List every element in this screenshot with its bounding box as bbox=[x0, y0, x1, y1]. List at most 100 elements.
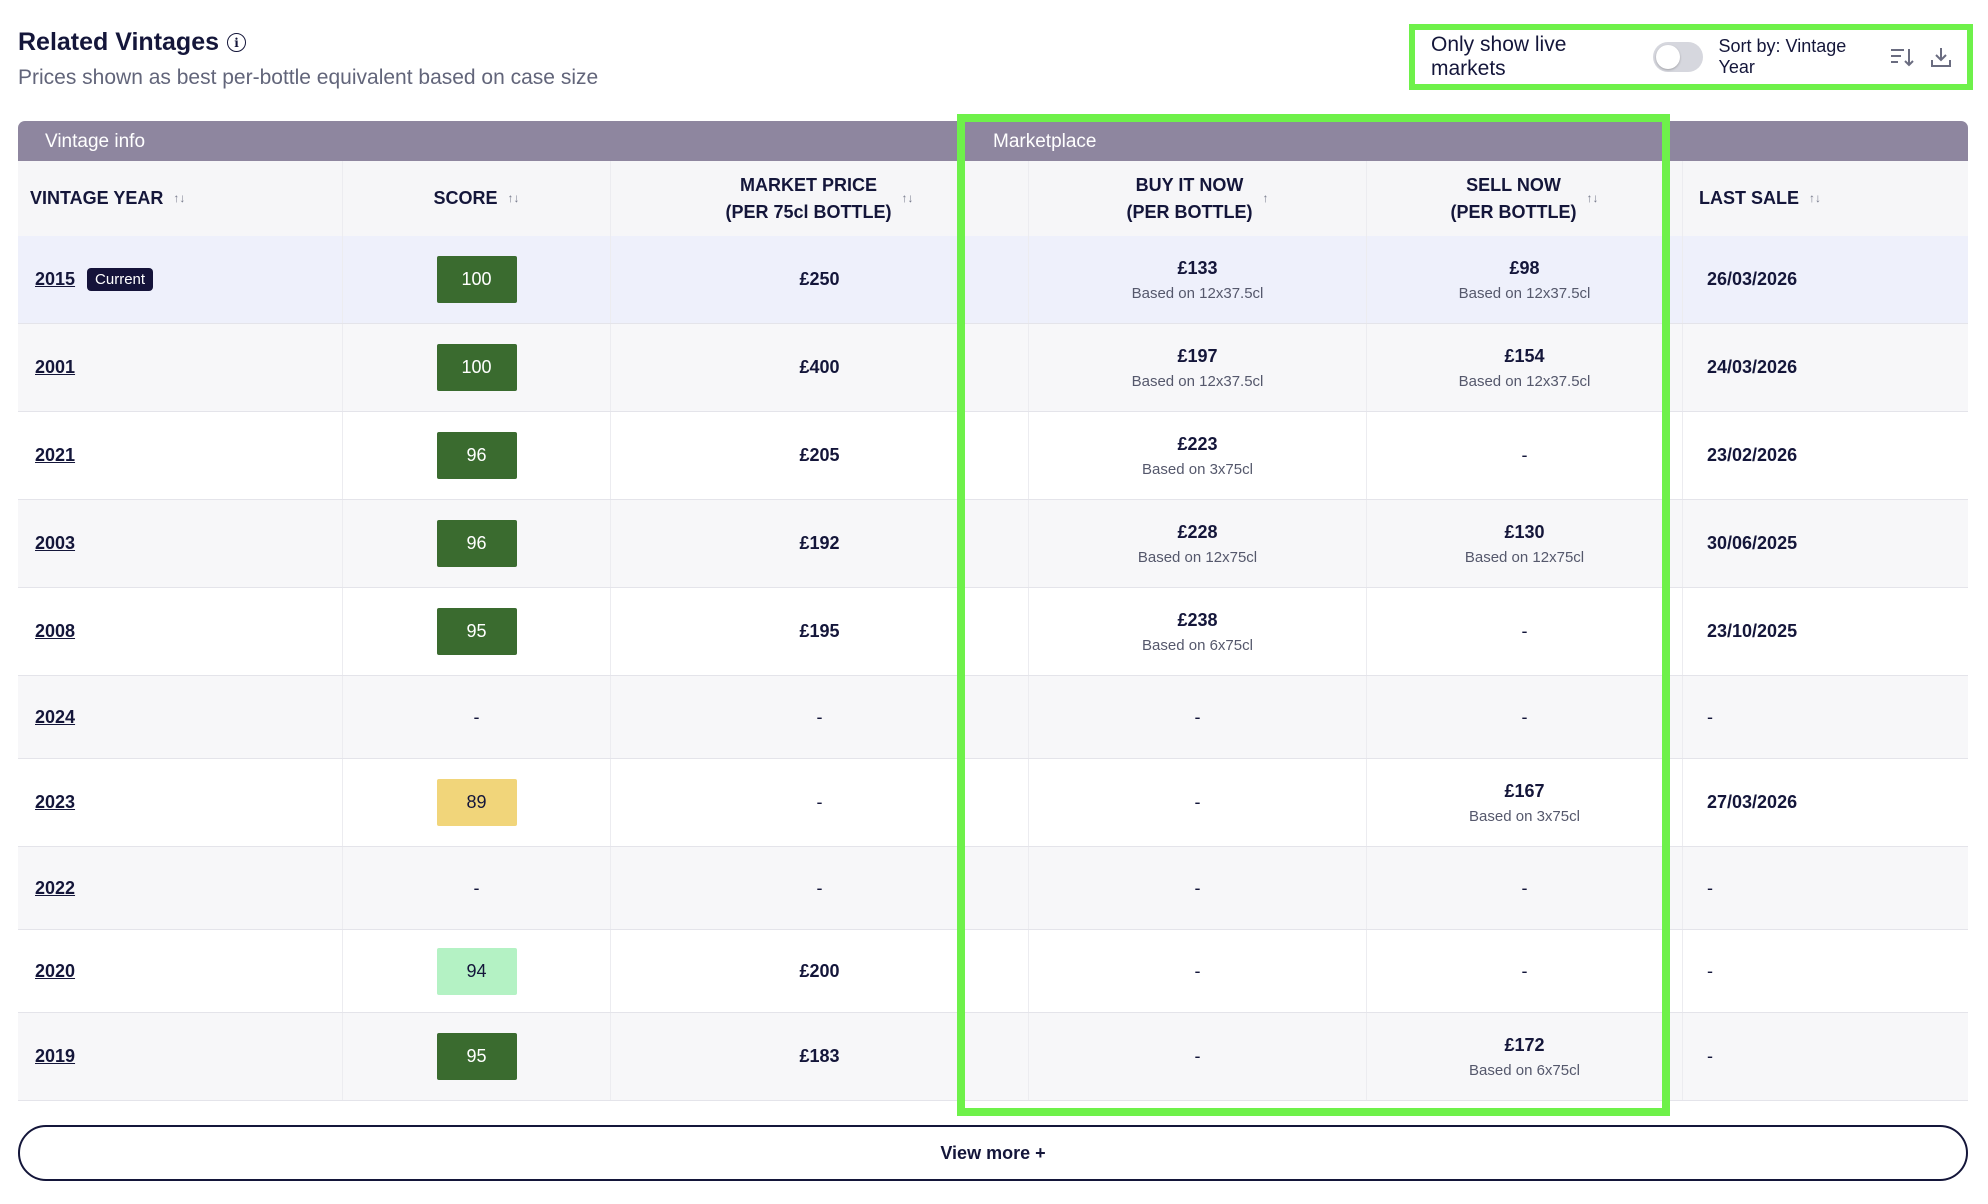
vintage-year-link[interactable]: 2003 bbox=[35, 533, 76, 553]
sell-now-price: - bbox=[1521, 621, 1528, 641]
table-row: 2008 95 £195 £238 Based on 6x75cl - 23/10/2025 bbox=[18, 588, 1968, 676]
column-header-last-sale[interactable]: LAST SALE ↑↓ bbox=[1683, 161, 1968, 236]
table-row: 2003 96 £192 £228 Based on 12x75cl £130 Based … bbox=[18, 500, 1968, 588]
sort-arrows-icon[interactable]: ↑↓ bbox=[901, 191, 914, 205]
vintage-year-link[interactable]: 2021 bbox=[35, 445, 76, 465]
group-vintage-info: Vintage info bbox=[45, 131, 146, 152]
buy-it-now-cell: £228 Based on 12x75cl bbox=[1029, 500, 1367, 587]
sell-case-size: Based on 3x75cl bbox=[1469, 807, 1580, 825]
buy-it-now-cell: - bbox=[1029, 759, 1367, 846]
last-sale-cell: - bbox=[1683, 930, 1968, 1012]
download-icon[interactable] bbox=[1927, 42, 1955, 72]
sell-now-price: - bbox=[1521, 706, 1528, 727]
sort-arrows-icon[interactable]: ↑↓ bbox=[1586, 191, 1599, 205]
sell-now-cell: - bbox=[1367, 847, 1683, 929]
score-badge: 100 bbox=[436, 256, 517, 303]
column-header-line1: SELL NOW bbox=[1466, 174, 1561, 195]
column-header-vintage-year[interactable]: VINTAGE YEAR ↑↓ bbox=[18, 161, 343, 236]
buy-it-now-cell: £223 Based on 3x75cl bbox=[1029, 412, 1367, 499]
buy-it-now-cell: - bbox=[1029, 1013, 1367, 1100]
score-cell: 96 bbox=[343, 412, 611, 499]
last-sale-value: - bbox=[1707, 706, 1713, 727]
buy-it-now-price: £228 bbox=[1177, 521, 1218, 542]
sell-now-price: £167 bbox=[1504, 780, 1545, 801]
section-title: Related Vintages i bbox=[18, 28, 247, 57]
column-header-line1: MARKET PRICE bbox=[739, 174, 877, 195]
vintage-year-cell: 2003 bbox=[18, 500, 343, 587]
toggle-knob bbox=[1656, 45, 1681, 69]
view-more-button[interactable]: View more + bbox=[18, 1125, 1968, 1181]
sell-now-cell: - bbox=[1367, 412, 1683, 499]
buy-it-now-price: - bbox=[1194, 706, 1201, 727]
score-cell: 89 bbox=[343, 759, 611, 846]
table-row: 2022 - - - - - bbox=[18, 847, 1968, 930]
sell-now-price: £130 bbox=[1504, 521, 1545, 542]
market-price-cell: £400 bbox=[611, 324, 1029, 411]
column-header-score[interactable]: SCORE ↑↓ bbox=[343, 161, 611, 236]
column-header-line2: (PER 75cl BOTTLE) bbox=[725, 201, 892, 222]
market-price-cell: £250 bbox=[611, 236, 1029, 323]
vintage-year-link[interactable]: 2019 bbox=[35, 1046, 76, 1066]
buy-case-size: Based on 12x37.5cl bbox=[1131, 372, 1264, 390]
last-sale-cell: 27/03/2026 bbox=[1683, 759, 1968, 846]
column-header-label: MARKET PRICE (PER 75cl BOTTLE) bbox=[725, 172, 891, 226]
sort-arrows-icon[interactable]: ↑↓ bbox=[173, 191, 186, 205]
buy-it-now-price: - bbox=[1194, 1046, 1201, 1066]
vintage-year-link[interactable]: 2001 bbox=[35, 357, 76, 377]
last-sale-value: 23/10/2025 bbox=[1707, 621, 1798, 641]
column-header-label: BUY IT NOW (PER BOTTLE) bbox=[1127, 172, 1253, 226]
score-badge: 95 bbox=[436, 608, 517, 655]
score-cell: - bbox=[343, 676, 611, 758]
sell-now-price: £98 bbox=[1509, 257, 1540, 278]
market-price-value: £400 bbox=[799, 357, 840, 377]
group-header-bar: Vintage info Marketplace bbox=[18, 121, 1968, 161]
sort-arrows-icon[interactable]: ↑↓ bbox=[1809, 191, 1822, 205]
sell-now-cell: £172 Based on 6x75cl bbox=[1367, 1013, 1683, 1100]
score-badge: 95 bbox=[436, 1033, 517, 1080]
vintage-year-cell: 2015 Current bbox=[18, 236, 343, 323]
last-sale-value: 23/02/2026 bbox=[1707, 445, 1798, 465]
sell-case-size: Based on 12x37.5cl bbox=[1458, 284, 1591, 302]
sell-now-price: - bbox=[1521, 877, 1528, 898]
vintage-year-link[interactable]: 2020 bbox=[35, 960, 76, 981]
column-header-market-price[interactable]: MARKET PRICE (PER 75cl BOTTLE) ↑↓ bbox=[611, 161, 1029, 236]
score-badge: 94 bbox=[436, 947, 517, 995]
table-row: 2024 - - - - - bbox=[18, 676, 1968, 759]
column-header-buy-it-now[interactable]: BUY IT NOW (PER BOTTLE) ↑ bbox=[1029, 161, 1367, 236]
market-price-value: - bbox=[816, 877, 823, 898]
column-header-label: SELL NOW (PER BOTTLE) bbox=[1451, 172, 1577, 226]
live-markets-toggle[interactable] bbox=[1653, 42, 1703, 72]
last-sale-cell: 26/03/2026 bbox=[1683, 236, 1968, 323]
column-header-line1: VINTAGE YEAR bbox=[30, 188, 164, 208]
buy-it-now-price: - bbox=[1194, 960, 1201, 981]
sort-arrows-icon[interactable]: ↑↓ bbox=[507, 191, 520, 205]
score-badge: 96 bbox=[436, 520, 517, 567]
score-cell: 95 bbox=[343, 588, 611, 675]
market-price-value: - bbox=[816, 706, 823, 727]
vintage-year-cell: 2008 bbox=[18, 588, 343, 675]
sort-descending-icon[interactable] bbox=[1888, 42, 1916, 72]
column-header-sell-now[interactable]: SELL NOW (PER BOTTLE) ↑↓ bbox=[1367, 161, 1683, 236]
last-sale-cell: - bbox=[1683, 676, 1968, 758]
vintage-year-link[interactable]: 2024 bbox=[35, 706, 76, 727]
score-badge: 96 bbox=[436, 432, 517, 479]
vintages-table: Vintage info Marketplace VINTAGE YEAR ↑↓ S… bbox=[18, 121, 1968, 1101]
vintage-year-cell: 2022 bbox=[18, 847, 343, 929]
sell-now-cell: £154 Based on 12x37.5cl bbox=[1367, 324, 1683, 411]
buy-case-size: Based on 12x75cl bbox=[1137, 548, 1258, 566]
vintage-year-link[interactable]: 2022 bbox=[35, 877, 76, 898]
sort-arrows-icon[interactable]: ↑ bbox=[1262, 191, 1269, 205]
vintage-year-cell: 2020 bbox=[18, 930, 343, 1012]
vintage-year-link[interactable]: 2015 bbox=[35, 269, 76, 289]
sell-case-size: Based on 12x37.5cl bbox=[1458, 372, 1591, 390]
vintage-year-link[interactable]: 2008 bbox=[35, 621, 76, 641]
sort-by-label[interactable]: Sort by: Vintage Year bbox=[1718, 36, 1847, 77]
market-price-cell: - bbox=[611, 759, 1029, 846]
column-headers: VINTAGE YEAR ↑↓ SCORE ↑↓ MARKET PRICE (PER 75… bbox=[18, 161, 1968, 236]
table-row: 2023 89 - - £167 Based on 3x75cl 27/03/2026 bbox=[18, 759, 1968, 847]
sell-now-cell: - bbox=[1367, 588, 1683, 675]
info-icon[interactable]: i bbox=[227, 33, 247, 52]
vintage-year-cell: 2021 bbox=[18, 412, 343, 499]
vintage-year-cell: 2001 bbox=[18, 324, 343, 411]
vintage-year-link[interactable]: 2023 bbox=[35, 792, 76, 812]
